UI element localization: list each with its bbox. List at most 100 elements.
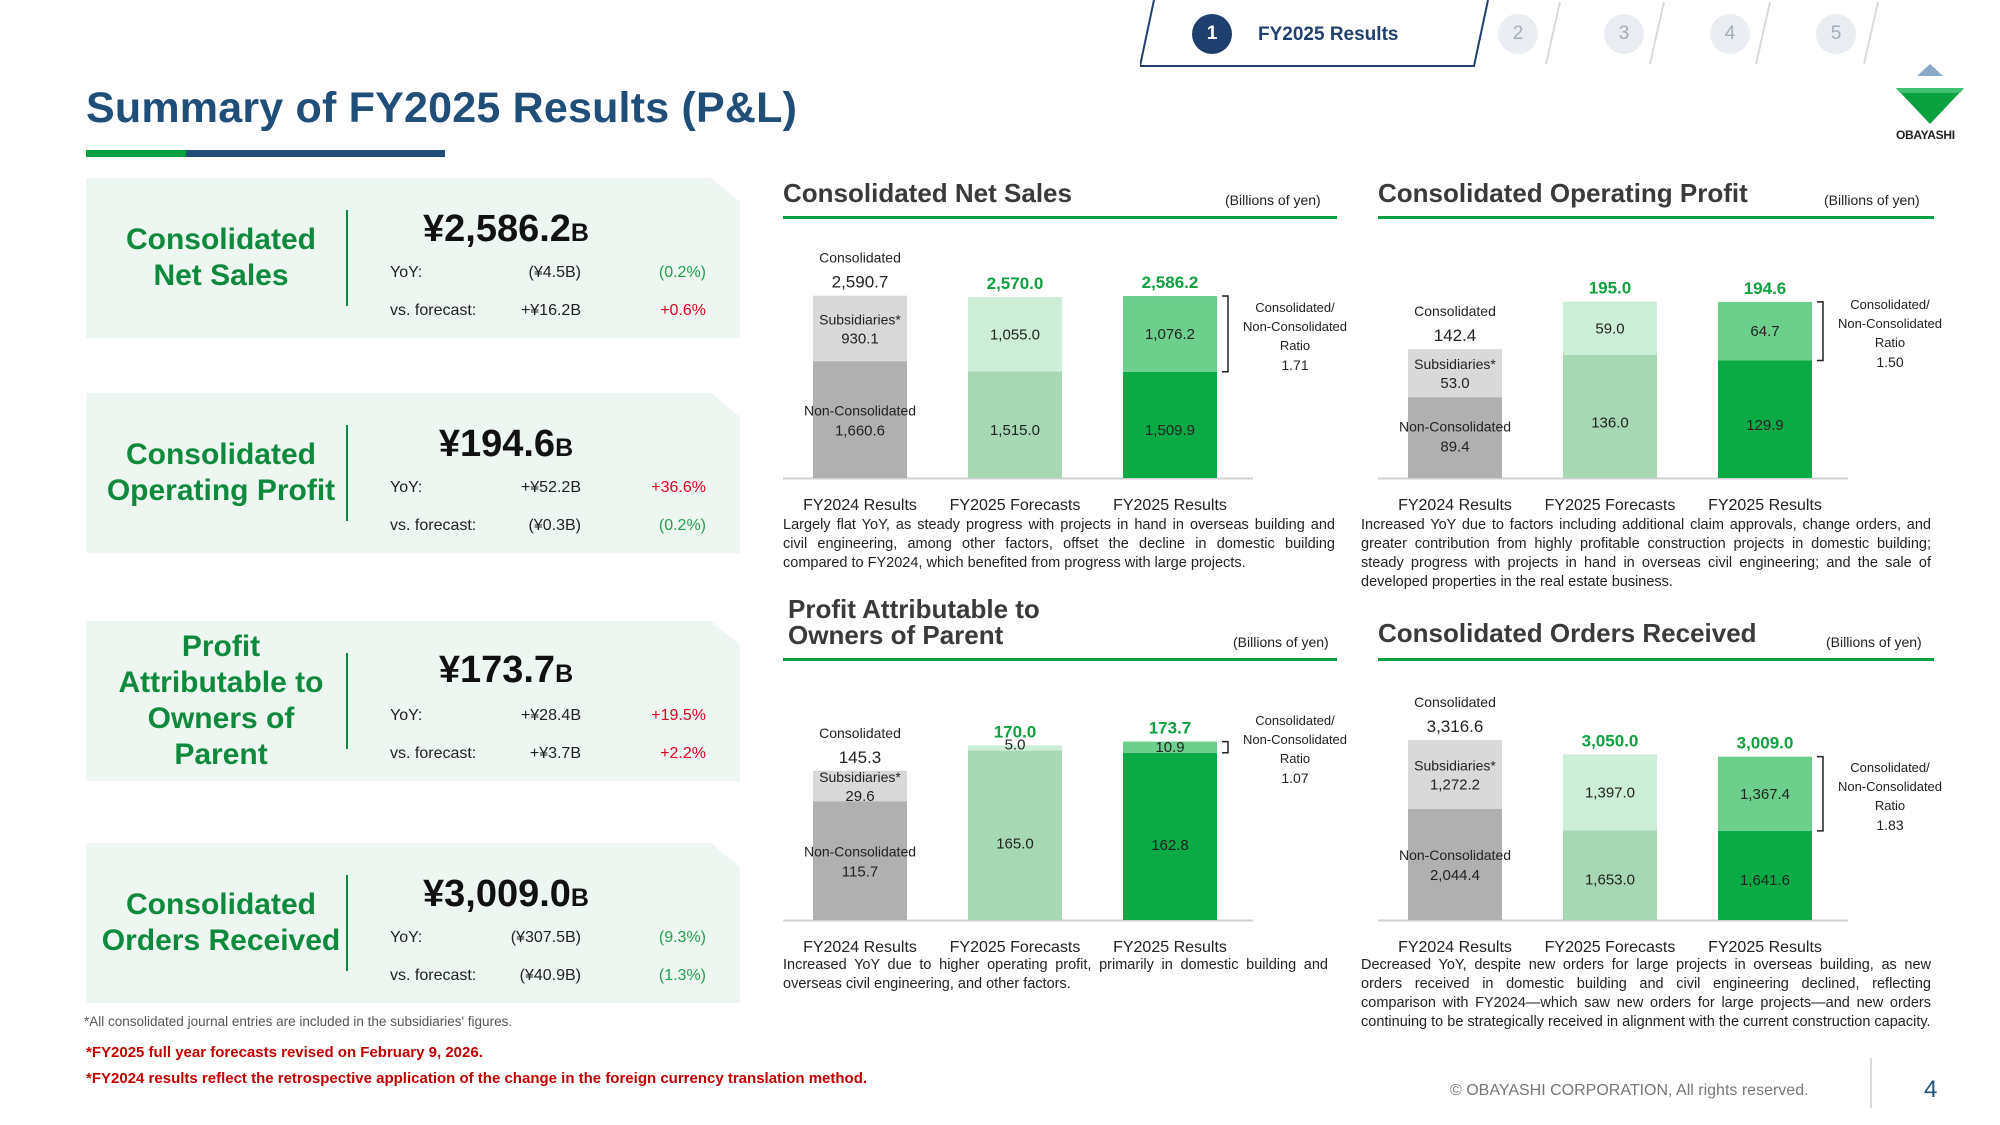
x-tick-label: FY2025 Forecasts <box>1545 497 1676 514</box>
bar-subsidiaries <box>968 297 1062 372</box>
kpi-yoy-label: YoY: <box>390 479 423 496</box>
kpi-yoy-percent: +19.5% <box>651 707 706 724</box>
data-label-non-consolidated: 89.4 <box>1440 439 1469 456</box>
kpi-card: Profit Attributable to Owners of Parent ¥… <box>86 621 740 781</box>
data-label-subsidiaries: 930.1 <box>841 330 879 347</box>
ratio-bracket <box>1222 295 1229 373</box>
copyright: © OBAYASHI CORPORATION, All rights reser… <box>1450 1082 1809 1099</box>
data-label-non-consolidated: 1,660.6 <box>835 422 885 439</box>
bar-non-consolidated <box>813 361 907 478</box>
kpi-yoy-value: (¥307.5B) <box>510 929 581 946</box>
bar-subsidiaries <box>813 295 907 362</box>
ratio-bracket <box>1817 301 1824 362</box>
data-label-total: 170.0 <box>994 722 1037 741</box>
kpi-divider <box>346 425 348 521</box>
tab-5[interactable]: 5 <box>1816 14 1856 54</box>
ratio-value: 1.07 <box>1281 770 1308 786</box>
chart-profit-parent-rule <box>783 658 1337 661</box>
footnote-forecast-revision: *FY2025 full year forecasts revised on F… <box>86 1044 483 1061</box>
series-name-subsidiaries: Subsidiaries* <box>819 311 901 327</box>
page-title: Summary of FY2025 Results (P&L) <box>86 84 798 132</box>
kpi-divider <box>346 875 348 971</box>
bar-non-consolidated <box>1563 354 1657 478</box>
kpi-divider <box>346 210 348 306</box>
data-label-total: 145.3 <box>839 748 882 767</box>
bar-subsidiaries <box>813 770 907 802</box>
tab-1-number[interactable]: 1 <box>1192 14 1232 54</box>
data-label-subsidiaries: 1,272.2 <box>1430 776 1480 793</box>
chart-net-sales: Non-Consolidated 1,660.6 Subsidiaries* 930.… <box>783 250 1347 514</box>
chart-orders: Non-Consolidated 2,044.4 Subsidiaries* 1,27… <box>1378 694 1942 956</box>
kpi-card: Consolidated Operating Profit ¥194.6B YoY:… <box>86 393 740 553</box>
kpi-yoy-label: YoY: <box>390 707 423 724</box>
kpi-forecast-label: vs. forecast: <box>390 302 477 319</box>
bar-subsidiaries <box>1408 349 1502 398</box>
data-label-subsidiaries: 29.6 <box>845 788 874 805</box>
ratio-caption: Ratio <box>1875 798 1905 813</box>
ratio-value: 1.83 <box>1876 817 1903 833</box>
kpi-value: ¥3,009.0B <box>376 873 636 916</box>
data-label-subsidiaries: 10.9 <box>1155 739 1184 756</box>
series-name-non-consolidated: Non-Consolidated <box>804 844 916 860</box>
series-name-non-consolidated: Non-Consolidated <box>1399 847 1511 863</box>
chart-profit-parent-title: Profit Attributable to Owners of Parent <box>788 594 1040 650</box>
x-tick-label: FY2025 Forecasts <box>950 497 1081 514</box>
x-tick-label: FY2025 Results <box>1113 497 1227 514</box>
bar-non-consolidated <box>1718 360 1812 478</box>
x-tick-label: FY2025 Results <box>1708 939 1822 956</box>
total-caption-consolidated: Consolidated <box>819 250 901 266</box>
data-label-total: 195.0 <box>1589 279 1632 298</box>
series-name-subsidiaries: Subsidiaries* <box>819 769 901 785</box>
kpi-yoy-value: (¥4.5B) <box>528 264 581 281</box>
data-label-total: 2,570.0 <box>987 274 1044 293</box>
kpi-yoy-value: +¥52.2B <box>520 479 581 496</box>
bar-non-consolidated <box>1718 830 1812 920</box>
kpi-value-number: ¥173.7 <box>438 649 556 691</box>
ratio-caption: Ratio <box>1280 338 1310 353</box>
ratio-caption: Non-Consolidated <box>1838 316 1942 331</box>
data-label-subsidiaries: 59.0 <box>1595 320 1624 337</box>
chart-net-sales-description: Largely flat YoY, as steady progress wit… <box>783 517 1335 571</box>
bar-non-consolidated <box>1123 752 1217 920</box>
tab-3[interactable]: 3 <box>1604 14 1644 54</box>
data-label-non-consolidated: 1,641.6 <box>1740 872 1790 889</box>
series-name-non-consolidated: Non-Consolidated <box>1399 419 1511 435</box>
ratio-caption: Consolidated/ <box>1850 760 1930 775</box>
tab-1-label[interactable]: FY2025 Results <box>1258 24 1399 45</box>
obayashi-logo-icon <box>1896 64 1964 124</box>
kpi-forecast-label: vs. forecast: <box>390 967 477 984</box>
kpi-value-unit: B <box>570 884 589 912</box>
title-underline-blue <box>186 150 445 157</box>
tab-4[interactable]: 4 <box>1710 14 1750 54</box>
kpi-forecast-label: vs. forecast: <box>390 517 477 534</box>
kpi-label: Profit Attributable to Owners of Parent <box>118 630 324 771</box>
x-tick-label: FY2025 Results <box>1708 497 1822 514</box>
x-tick-label: FY2025 Results <box>1113 939 1227 956</box>
ratio-caption: Ratio <box>1280 751 1310 766</box>
kpi-label: Consolidated Orders Received <box>101 888 341 957</box>
tab-2[interactable]: 2 <box>1498 14 1538 54</box>
data-label-total: 173.7 <box>1149 719 1192 738</box>
bar-non-consolidated <box>968 750 1062 920</box>
chart-profit-parent-description: Increased YoY due to higher operating pr… <box>783 957 1328 992</box>
total-caption-consolidated: Consolidated <box>1414 694 1496 710</box>
chart-orders-title: Consolidated Orders Received <box>1378 618 1757 648</box>
data-label-subsidiaries: 1,367.4 <box>1740 786 1790 803</box>
page-divider <box>1870 1058 1872 1108</box>
chart-operating-profit-unit: (Billions of yen) <box>1824 192 1920 208</box>
kpi-value-unit: B <box>555 660 574 688</box>
bar-subsidiaries <box>1718 756 1812 831</box>
chart-net-sales-unit: (Billions of yen) <box>1225 192 1321 208</box>
kpi-yoy-percent: +36.6% <box>651 479 706 496</box>
data-label-total: 2,586.2 <box>1142 273 1199 292</box>
data-label-non-consolidated: 165.0 <box>996 836 1034 853</box>
chart-operating-profit-title: Consolidated Operating Profit <box>1378 178 1748 208</box>
x-tick-label: FY2024 Results <box>1398 939 1512 956</box>
data-label-total: 2,590.7 <box>832 273 889 292</box>
bar-subsidiaries <box>1563 301 1657 355</box>
kpi-yoy-percent: (0.2%) <box>658 264 706 281</box>
tab-frame <box>1140 0 1879 67</box>
x-tick-label: FY2024 Results <box>803 497 917 514</box>
logo-wordmark: OBAYASHI <box>1896 128 1955 142</box>
kpi-forecast-value: (¥40.9B) <box>519 967 581 984</box>
